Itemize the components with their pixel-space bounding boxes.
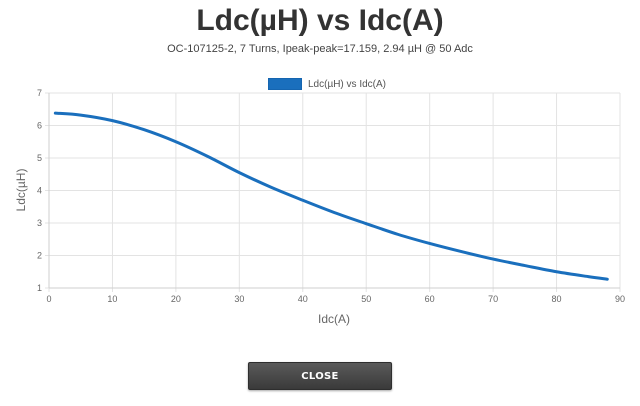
x-tick-label: 20 xyxy=(171,294,181,304)
close-button[interactable]: CLOSE xyxy=(248,362,392,390)
x-axis-label: Idc(A) xyxy=(318,312,350,326)
grid xyxy=(45,92,621,292)
legend-label: Ldc(µH) vs Idc(A) xyxy=(308,78,386,90)
axes: 0 10 20 30 40 50 60 70 80 90 1 2 3 4 5 6 7 xyxy=(37,88,625,304)
x-tick-label: 0 xyxy=(46,294,51,304)
legend[interactable]: Ldc(µH) vs Idc(A) xyxy=(268,77,386,91)
y-tick-label: 7 xyxy=(37,88,42,98)
y-tick-label: 1 xyxy=(37,283,42,293)
x-tick-label: 60 xyxy=(425,294,435,304)
x-tick-label: 30 xyxy=(234,294,244,304)
series-layer xyxy=(53,111,609,281)
y-axis-label: Ldc(µH) xyxy=(14,169,28,212)
y-tick-label: 3 xyxy=(37,218,42,228)
chart-title: Ldc(µH) vs Idc(A) xyxy=(196,4,444,37)
x-tick-label: 90 xyxy=(615,294,625,304)
chart-svg: 0 10 20 30 40 50 60 70 80 90 1 2 3 4 5 6 7 Idc(A) Ldc(µH… xyxy=(14,88,625,326)
x-tick-label: 80 xyxy=(552,294,562,304)
x-tick-label: 70 xyxy=(488,294,498,304)
y-tick-label: 4 xyxy=(37,186,42,196)
chart-subtitle: OC-107125-2, 7 Turns, Ipeak-peak=17.159,… xyxy=(167,43,473,55)
x-tick-label: 50 xyxy=(361,294,371,304)
legend-swatch xyxy=(268,78,302,90)
y-tick-label: 6 xyxy=(37,121,42,131)
y-tick-label: 2 xyxy=(37,251,42,261)
y-tick-label: 5 xyxy=(37,153,42,163)
x-tick-label: 40 xyxy=(298,294,308,304)
x-tick-label: 10 xyxy=(107,294,117,304)
series-line-0[interactable] xyxy=(53,111,609,281)
